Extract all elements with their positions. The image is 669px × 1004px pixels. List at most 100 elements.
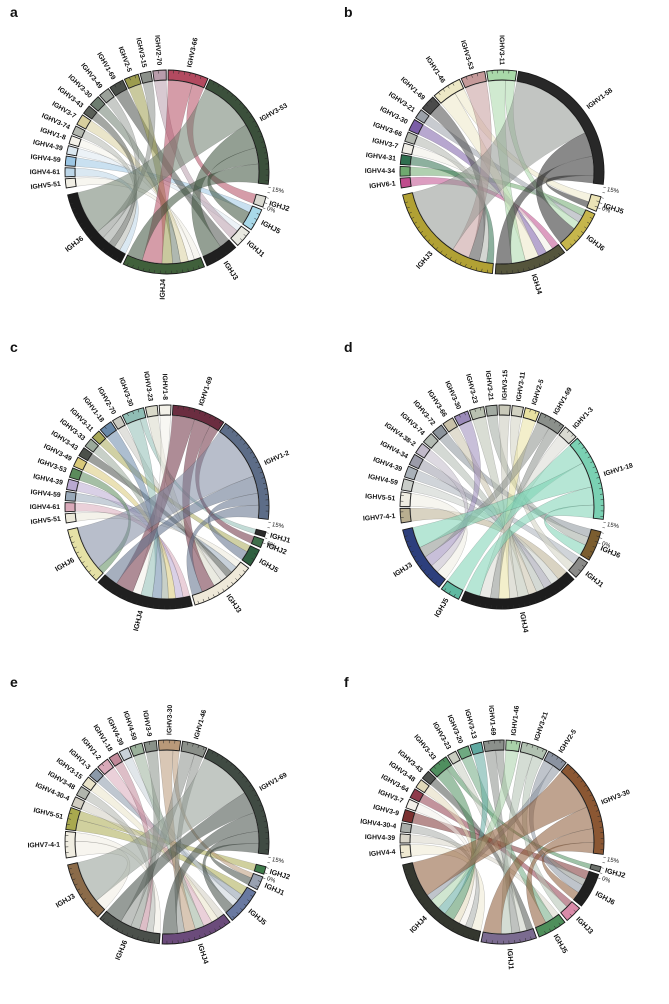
- chord-ribbon: [202, 830, 259, 913]
- arc-segment: [399, 177, 412, 189]
- arc-segment: [97, 574, 193, 610]
- chord-ribbon: [498, 415, 518, 599]
- segment-label: IGHV3-53: [259, 102, 289, 123]
- segment-label: IGHV1-46: [510, 705, 520, 736]
- segment-label: IGHV4-39: [32, 139, 63, 152]
- segment-label: IGHV3-30: [443, 380, 462, 411]
- arc-segment: [253, 863, 267, 875]
- arc-segment: [66, 145, 79, 157]
- ribbons: [75, 750, 259, 934]
- panel-letter-f: f: [344, 674, 349, 690]
- chord-ribbon: [412, 462, 592, 548]
- chord-ribbon: [102, 96, 140, 244]
- segment-label: IGHV4-61: [30, 169, 60, 176]
- arc-segment: [108, 752, 123, 767]
- arc-segment: [191, 561, 250, 606]
- arc-segment: [64, 502, 76, 513]
- arc-segment: [72, 456, 88, 471]
- arc-segment: [89, 96, 106, 112]
- arc-segment: [431, 424, 448, 441]
- panel-e: e IGHV7-4-1 IGHV5-51 IGHV4-30-4 IGHV3-48 IGH…: [0, 670, 334, 1004]
- segment-label: IGHV3-30: [117, 377, 134, 408]
- segment-label: IGHJ4: [529, 273, 544, 296]
- segment-label: 0%: [600, 876, 611, 885]
- arc-segment: [230, 225, 251, 247]
- segment-label: IGHV1-46: [423, 55, 446, 84]
- segment-label: IGHV4-34: [364, 168, 394, 175]
- segment-label: IGHV3-9: [141, 710, 152, 737]
- arc-segment: [399, 491, 412, 507]
- arc-segment: [180, 740, 208, 758]
- segment-label: IGHV1-3: [571, 406, 594, 430]
- segment-label: IGHJ3: [222, 259, 241, 281]
- segment-label: IGHJ6: [593, 889, 616, 907]
- segment-label: IGHJ5: [551, 932, 569, 955]
- ribbons: [409, 750, 594, 934]
- arc-segment: [515, 70, 604, 185]
- segment-label: IGHV1-8: [39, 127, 67, 142]
- segment-label: IGHV7-4-1: [362, 513, 395, 523]
- segment-label: IGHJ3: [225, 592, 244, 614]
- arc-segment: [99, 87, 115, 104]
- arc-segment: [484, 404, 498, 417]
- segment-label: IGHJ4: [407, 914, 428, 935]
- segment-label: IGHJ4: [196, 942, 211, 965]
- segment-label: IGHV2-5: [117, 46, 133, 73]
- arc-segment: [522, 407, 540, 422]
- chord-ribbon: [191, 124, 256, 257]
- arc-segment: [64, 167, 76, 178]
- arc-segment: [446, 750, 461, 765]
- segment-label: IGHV2-70: [153, 35, 162, 66]
- arc-segment: [78, 447, 93, 462]
- arc-segment: [414, 442, 431, 459]
- arc-segment: [399, 507, 412, 524]
- arc-segment: [399, 844, 412, 859]
- arc-segment: [414, 109, 430, 124]
- chord-ribbon: [77, 758, 245, 901]
- arc-segment: [567, 556, 588, 578]
- arc-segment: [409, 788, 424, 803]
- segment-label: IGHV3-66: [371, 121, 402, 138]
- arc-segment: [202, 239, 237, 267]
- panel-letter-d: d: [344, 339, 353, 355]
- segment-label: IGHV3-23: [464, 373, 478, 404]
- arc-segments: [399, 69, 604, 275]
- arc-segment: [254, 528, 267, 538]
- segment-label: IGHV2-5: [557, 728, 577, 754]
- arc-segment: [403, 131, 418, 145]
- panel-a: a IGHV5-51 IGHV4-61 IGHV4-59 IGHV4-39 IGHV1-…: [0, 0, 334, 335]
- segment-label: IGHJ3: [391, 560, 413, 579]
- arc-segment: [111, 415, 126, 430]
- segment-label: IGHV3-7: [377, 789, 404, 806]
- segment-label: IGHJ5: [260, 218, 283, 236]
- segment-label: 0%: [266, 206, 277, 215]
- panel-b: b IGHV6-1 IGHV4-34 IGHV4-31 IGHV3-7 IGHV3-66…: [334, 0, 669, 335]
- arc-segment: [75, 785, 91, 801]
- chord-ribbon: [412, 81, 585, 250]
- chord-ribbon: [541, 842, 594, 900]
- segment-label: 15%: [606, 187, 619, 195]
- segment-label: 0%: [266, 876, 277, 885]
- arc-segments: [64, 739, 270, 945]
- chord-ribbon: [437, 752, 488, 914]
- chord-diagram-e: IGHV7-4-1IGHV5-51IGHV4-30-4IGHV3-48IGHV3…: [27, 705, 291, 965]
- arc-segment: [76, 114, 92, 130]
- arc-segment: [400, 478, 414, 493]
- segment-label: IGHV4-31: [365, 152, 396, 163]
- arc-segments: [64, 69, 270, 275]
- arc-segment: [559, 901, 580, 922]
- segment-label: IGHV1-69: [259, 772, 289, 793]
- segment-label: IGHV5-51: [364, 493, 395, 502]
- arc-segment: [414, 779, 430, 794]
- segment-label: IGHV4-39: [364, 834, 395, 842]
- arc-segment: [399, 822, 412, 834]
- chord-ribbon: [423, 449, 468, 573]
- panel-letter-a: a: [10, 4, 18, 20]
- arc-segment: [71, 125, 86, 139]
- arc-segment: [588, 863, 602, 873]
- segment-label: 15%: [271, 857, 284, 865]
- arc-segment: [440, 580, 464, 600]
- segment-label: IGHV3-15: [134, 37, 147, 68]
- arc-segment: [401, 527, 446, 588]
